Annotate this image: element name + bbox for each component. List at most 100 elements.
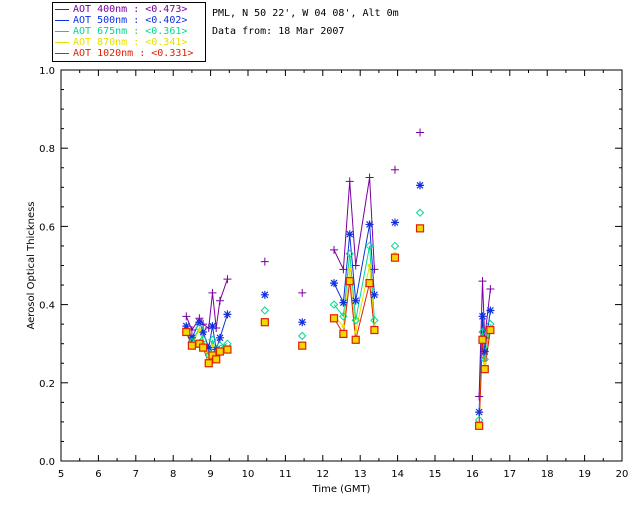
data-point-series-4 [478,335,487,344]
data-point-series-4 [187,341,196,350]
x-axis-title: Time (GMT) [312,484,371,495]
data-point-series-4 [223,345,232,354]
data-point-series-3 [347,267,352,272]
data-point-series-2 [260,306,270,315]
legend-label-675nm: AOT 675nm : <0.361> [73,26,188,37]
data-point-series-0 [260,257,269,266]
x-tick-label: 16 [466,469,479,480]
data-point-series-2 [351,316,360,325]
x-tick-label: 6 [95,469,101,480]
data-point-series-0 [416,128,425,137]
data-point-series-1 [208,322,217,331]
data-point-series-1 [486,306,495,315]
x-tick-label: 18 [541,469,554,480]
x-tick-label: 20 [616,469,629,480]
data-point-series-1 [416,181,425,190]
legend-item-500nm: AOT 500nm : <0.402> [55,15,187,27]
data-point-series-2 [298,331,307,341]
data-point-series-2 [370,316,379,325]
legend-item-675nm: AOT 675nm : <0.361> [55,26,187,38]
data-point-series-1 [215,333,224,342]
data-point-series-4 [215,347,225,356]
legend: AOT 400nm : <0.473> AOT 500nm : <0.402> … [52,2,206,62]
data-point-series-0 [475,392,484,401]
data-point-series-4 [260,318,269,327]
series-line-0 [185,279,228,332]
data-point-series-3 [341,324,346,328]
data-point-series-0 [215,296,224,305]
x-tick-label: 15 [429,469,442,480]
data-point-series-4 [329,314,339,323]
data-point-series-1 [475,408,484,417]
data-point-series-1 [204,343,213,352]
legend-label-870nm: AOT 870nm : <0.341> [73,37,188,48]
y-tick-label: 0.8 [39,144,55,155]
data-point-series-2 [365,241,374,251]
series-line-0 [333,177,375,272]
data-point-series-3 [353,330,358,334]
legend-swatch-400nm [55,8,69,10]
x-tick-label: 13 [354,469,367,480]
y-tick-label: 1.0 [39,66,55,77]
data-point-series-1 [351,296,360,305]
data-point-series-0 [351,261,360,270]
legend-swatch-675nm [55,30,69,32]
x-tick-label: 12 [316,469,329,480]
data-point-series-1 [370,290,379,299]
data-point-series-4 [345,277,354,286]
x-tick-label: 19 [578,469,591,480]
data-point-series-0 [370,265,379,274]
data-point-series-0 [345,177,354,186]
y-tick-label: 0.6 [39,222,55,233]
series-line-1 [333,224,375,305]
data-point-series-1 [478,312,487,321]
data-point-series-0 [478,277,487,286]
x-tick-label: 9 [207,469,213,480]
data-point-series-3 [197,328,202,332]
data-point-series-1 [330,279,339,288]
data-point-series-0 [330,245,339,254]
data-point-series-3 [367,263,372,268]
data-point-series-4 [365,278,374,288]
data-point-series-4 [182,327,191,337]
data-point-series-0 [199,320,208,329]
data-point-series-0 [339,265,348,274]
x-tick-label: 10 [242,469,255,480]
data-point-series-4 [480,365,489,374]
x-tick-label: 14 [391,469,404,480]
legend-item-400nm: AOT 400nm : <0.473> [55,4,187,16]
data-point-series-2 [329,300,339,309]
legend-swatch-870nm [55,41,69,43]
data-point-series-4 [212,355,221,364]
data-point-series-4 [339,329,348,339]
legend-label-400nm: AOT 400nm : <0.473> [73,4,188,15]
data-point-series-0 [212,324,221,333]
x-tick-label: 11 [279,469,292,480]
data-point-series-4 [415,224,425,233]
data-point-series-1 [223,310,232,319]
data-point-series-4 [298,341,307,350]
y-tick-label: 0.4 [39,301,55,312]
legend-item-1020nm: AOT 1020nm : <0.331> [55,48,193,60]
legend-item-870nm: AOT 870nm : <0.341> [55,37,187,49]
y-tick-label: 0.2 [39,379,55,390]
data-point-series-0 [486,284,495,293]
data-point-series-2 [415,208,425,217]
data-point-series-4 [475,421,484,430]
data-point-series-2 [208,335,217,344]
data-point-series-0 [208,288,217,297]
date-text: Data from: 18 Mar 2007 [212,26,345,37]
data-point-series-0 [204,324,213,333]
x-tick-label: 17 [503,469,516,480]
legend-swatch-1020nm [55,52,69,54]
y-tick-label: 0.0 [39,457,55,468]
x-tick-label: 7 [133,469,139,480]
legend-swatch-500nm [55,19,69,21]
data-point-series-1 [339,298,348,307]
data-point-series-0 [365,173,374,182]
data-point-series-2 [345,249,354,258]
x-tick-label: 8 [170,469,176,480]
data-point-series-2 [478,327,487,337]
x-tick-label: 5 [58,469,64,480]
